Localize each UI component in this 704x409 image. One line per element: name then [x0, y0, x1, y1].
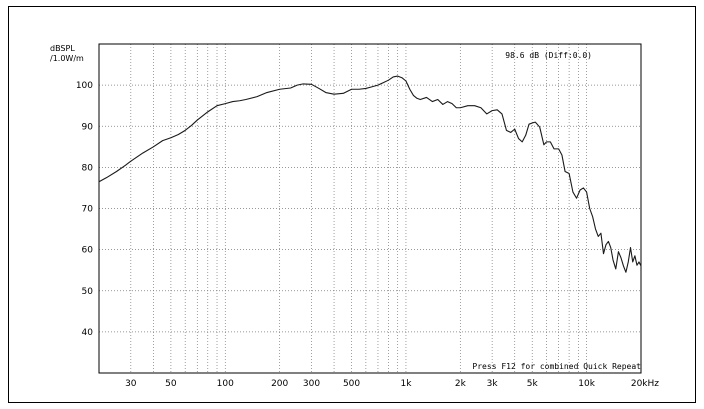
series-lines — [98, 75, 642, 273]
y-tick-label: 70 — [82, 205, 94, 215]
plot-border — [98, 43, 642, 374]
x-tick-label: 1k — [400, 379, 412, 389]
x-tick-label: 20kHz — [631, 379, 659, 389]
x-tick-label: 300 — [303, 379, 320, 389]
y-tick-label: 100 — [76, 81, 93, 91]
x-tick-label: 10k — [578, 379, 595, 389]
y-tick-labels: 40 50 60 70 80 90 100 — [76, 81, 93, 338]
x-tick-label: 2k — [455, 379, 467, 389]
x-tick-label: 100 — [217, 379, 234, 389]
axes — [98, 43, 642, 374]
x-tick-labels: 30 50 100 200 300 500 1k 2k 3k 5k 10k 20kHz — [125, 379, 659, 389]
grid — [98, 43, 642, 374]
y-axis-unit: /1.0W/m — [50, 54, 84, 63]
y-tick-label: 90 — [82, 122, 94, 132]
x-tick-label: 200 — [271, 379, 288, 389]
x-tick-label: 3k — [487, 379, 499, 389]
x-tick-label: 5k — [527, 379, 539, 389]
frequency-response-chart: 40 50 60 70 80 90 100 30 50 100 200 300 500 1k 2k 3k 5k… — [50, 43, 659, 389]
y-tick-label: 50 — [82, 287, 94, 297]
y-tick-label: 80 — [82, 163, 94, 173]
x-tick-label: 30 — [125, 379, 137, 389]
chart-frame: 40 50 60 70 80 90 100 30 50 100 200 300 500 1k 2k 3k 5k… — [8, 6, 696, 403]
x-tick-label: 500 — [343, 379, 360, 389]
series-line — [98, 75, 642, 273]
y-tick-label: 60 — [82, 246, 94, 256]
y-axis-label: dBSPL — [50, 44, 75, 53]
level-readout: 98.6 dB (Diff:0.0) — [505, 51, 592, 60]
x-tick-label: 50 — [165, 379, 177, 389]
y-tick-label: 40 — [82, 328, 94, 338]
footer-note: Press F12 for combined Quick Repeat — [472, 362, 641, 371]
